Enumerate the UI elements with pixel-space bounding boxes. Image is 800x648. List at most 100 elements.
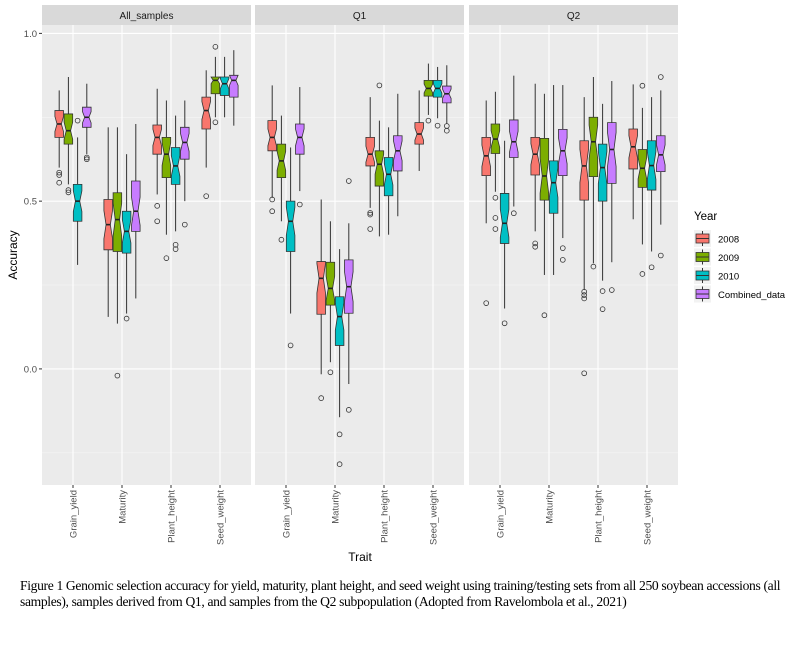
x-tick-label: Grain_yield <box>69 490 80 538</box>
box-body <box>509 119 519 158</box>
outlier-point <box>269 196 276 203</box>
box-body <box>499 193 510 244</box>
box-maturity-2008 <box>316 199 326 401</box>
x-tick-label: Plant_height <box>380 490 391 543</box>
box-body <box>161 136 172 179</box>
box-maturity-combined_data <box>558 85 568 263</box>
box-body <box>210 76 221 95</box>
box-grain_yield-combined_data <box>295 87 305 208</box>
outlier-point <box>327 369 334 376</box>
outlier-point <box>84 154 90 161</box>
x-tick-label: Plant_height <box>167 490 178 543</box>
outlier-point <box>639 82 646 89</box>
y-tick-label: 0.5 <box>24 197 37 208</box>
box-plant_height-2008 <box>365 97 375 232</box>
outlier-point <box>492 226 499 232</box>
facet-strip-label: Q1 <box>353 11 367 22</box>
outlier-point <box>182 221 188 228</box>
box-body <box>656 135 666 173</box>
y-axis-label: Accuracy <box>6 230 20 279</box>
outlier-point <box>278 236 285 243</box>
box-seed_weight-combined_data <box>656 74 666 259</box>
legend-entry: 2010 <box>694 267 739 284</box>
outlier-point <box>599 288 606 294</box>
box-body <box>607 122 617 184</box>
box-body <box>325 261 336 306</box>
outlier-point <box>483 300 490 306</box>
outlier-point <box>172 246 179 252</box>
box-grain_yield-combined_data <box>509 75 519 217</box>
facet-strip <box>255 5 464 25</box>
box-grain_yield-2008 <box>481 100 491 306</box>
figure-caption: Figure 1 Genomic selection accuracy for … <box>20 578 781 609</box>
box-plant_height-2010 <box>170 115 181 252</box>
box-body <box>597 143 608 202</box>
box-body <box>228 74 239 98</box>
outlier-point <box>559 245 566 251</box>
box-maturity-2010 <box>334 249 345 467</box>
outlier-point <box>56 179 62 186</box>
outlier-point <box>287 342 294 349</box>
box-grain_yield-2008 <box>267 85 277 215</box>
x-tick-label: Grain_yield <box>282 490 293 538</box>
box-body <box>285 200 296 252</box>
outlier-point <box>269 208 276 215</box>
outlier-point <box>367 210 374 216</box>
box-seed_weight-2010 <box>219 56 230 118</box>
outlier-point <box>367 211 374 218</box>
box-body <box>131 180 141 232</box>
box-plant_height-2008 <box>152 88 162 225</box>
x-tick-label: Grain_yield <box>496 490 507 538</box>
facet-panel-all_samples: All_samples Grain_yield Maturity Plant_heig… <box>42 5 251 545</box>
box-grain_yield-2009 <box>63 77 74 196</box>
outlier-point <box>510 210 517 217</box>
box-maturity-2008 <box>530 83 540 250</box>
legend-entry: Combined_data <box>694 285 786 303</box>
outlier-point <box>492 215 499 221</box>
y-tick-label: 1.0 <box>24 29 37 40</box>
box-seed_weight-2008 <box>628 84 638 220</box>
box-plant_height-combined_data <box>393 93 403 217</box>
box-body <box>112 192 123 252</box>
box-body <box>539 138 550 201</box>
box-seed_weight-combined_data <box>442 65 452 134</box>
box-seed_weight-2008 <box>414 90 424 171</box>
box-maturity-combined_data <box>344 178 354 413</box>
box-plant_height-2009 <box>161 100 172 261</box>
outlier-point <box>599 306 606 312</box>
outlier-point <box>559 257 566 263</box>
x-tick-label: Maturity <box>118 490 129 524</box>
outlier-point <box>172 241 179 248</box>
legend-label: 2010 <box>718 272 739 283</box>
box-body <box>334 296 345 346</box>
legend-entry: 2008 <box>694 230 739 247</box>
facet-panel-q1: Q1 Grain_yield Maturity Plant_height Seed_we… <box>255 5 464 545</box>
box-plant_height-combined_data <box>607 81 617 293</box>
facet-panel-q2: Q2 Grain_yield Maturity Plant_height Seed_we… <box>469 5 678 545</box>
box-body <box>267 120 277 152</box>
outlier-point <box>212 119 219 126</box>
box-body <box>579 140 589 201</box>
box-maturity-2009 <box>539 93 550 319</box>
outlier-point <box>648 264 655 271</box>
outlier-point <box>154 218 161 225</box>
outlier-point <box>590 263 597 270</box>
box-plant_height-2009 <box>588 77 599 270</box>
box-body <box>152 124 162 155</box>
outlier-point <box>65 189 72 196</box>
box-seed_weight-2009 <box>210 44 221 126</box>
outlier-point <box>114 372 121 379</box>
outlier-point <box>541 312 548 319</box>
outlier-point <box>154 203 161 209</box>
box-body <box>374 150 385 187</box>
outlier-point <box>434 122 441 129</box>
box-seed_weight-2008 <box>201 70 211 199</box>
legend-label: Combined_data <box>718 290 786 301</box>
box-body <box>72 183 83 222</box>
box-seed_weight-combined_data <box>228 50 239 126</box>
box-plant_height-2008 <box>579 97 589 377</box>
outlier-point <box>657 74 664 80</box>
legend: Year 2008 2009 2010 Combined_data <box>694 211 786 303</box>
x-tick-label: Plant_height <box>594 490 605 543</box>
facet-strip <box>469 5 678 25</box>
